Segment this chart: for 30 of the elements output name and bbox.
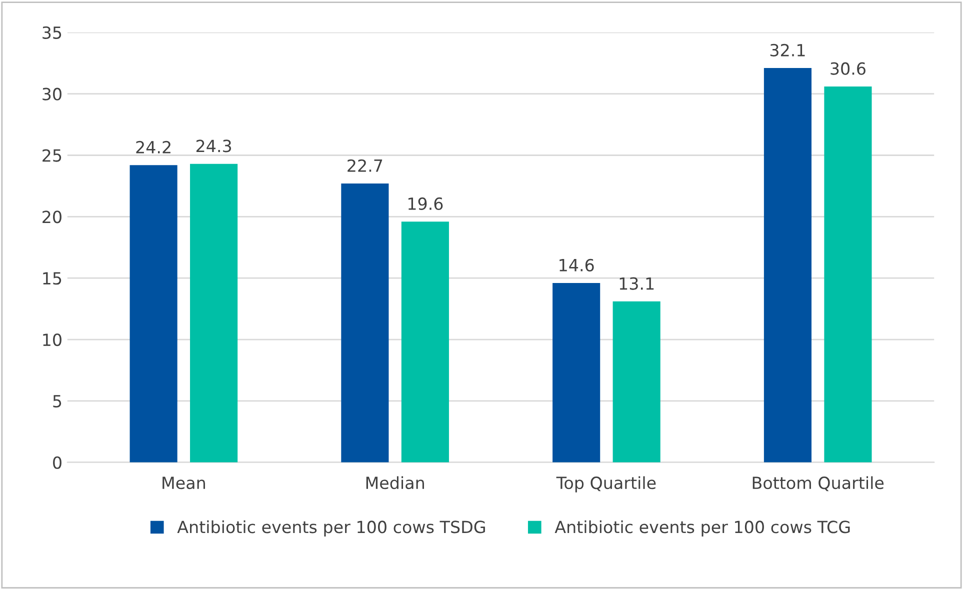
bar (401, 222, 449, 462)
data-label: 24.3 (196, 140, 232, 152)
bar (341, 184, 389, 462)
bar (764, 68, 812, 462)
data-label: 22.7 (348, 159, 382, 172)
y-tick-label: 35 (42, 26, 62, 39)
legend-label: Antibiotic events per 100 cows TCG (554, 520, 850, 536)
y-tick-label: 20 (42, 210, 62, 224)
bar (612, 301, 660, 462)
y-tick-label: 15 (43, 272, 62, 285)
y-tick-label: 5 (53, 395, 62, 408)
data-label: 30.6 (830, 62, 866, 75)
y-tick-label: 30 (42, 88, 62, 100)
data-label: 32.1 (770, 44, 805, 56)
data-label: 24.2 (136, 140, 170, 154)
x-tick-label: Top Quartile (556, 476, 656, 492)
bar (190, 164, 238, 462)
legend-label: Antibiotic events per 100 cows TSDG (177, 520, 485, 536)
y-tick-label: 0 (53, 456, 62, 469)
x-tick-label: Mean (162, 476, 205, 490)
x-tick-label: Median (366, 476, 424, 490)
data-label: 19.6 (408, 197, 443, 210)
x-tick-label: Bottom Quartile (752, 476, 884, 492)
data-label: 13.1 (620, 277, 654, 290)
bar (824, 86, 872, 462)
y-tick-label: 10 (43, 333, 62, 346)
y-tick-label: 25 (42, 149, 62, 162)
data-label: 14.6 (560, 258, 594, 272)
bar (130, 165, 178, 462)
bar (552, 283, 600, 462)
